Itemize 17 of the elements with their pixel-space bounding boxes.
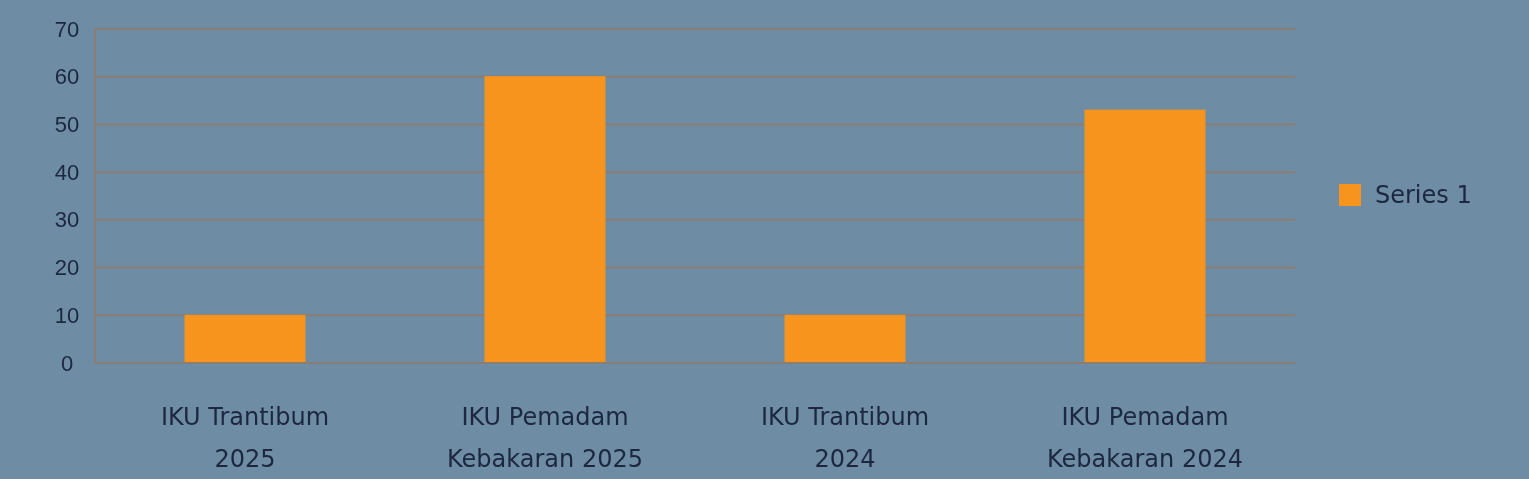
x-tick-label: IKU Trantibum 2025 xyxy=(160,403,330,473)
legend-label: Series 1 xyxy=(1375,181,1472,209)
y-tick-label: 30 xyxy=(54,207,80,233)
y-tick-label: 60 xyxy=(54,64,80,90)
bar xyxy=(1084,109,1206,364)
bar xyxy=(784,314,906,364)
x-tick-label: IKU Pemadam Kebakaran 2025 xyxy=(447,403,643,473)
y-tick-label: 40 xyxy=(54,159,80,185)
x-tick-label: IKU Trantibum 2024 xyxy=(760,403,930,473)
y-tick-label: 10 xyxy=(54,302,80,328)
y-tick-label: 0 xyxy=(60,350,74,376)
x-tick-label: IKU Pemadam Kebakaran 2024 xyxy=(1047,403,1243,473)
bar xyxy=(484,76,606,364)
y-tick-label: 50 xyxy=(54,111,80,137)
bar xyxy=(184,314,306,364)
y-tick-label: 70 xyxy=(54,16,80,42)
y-tick-label: 20 xyxy=(54,255,80,281)
